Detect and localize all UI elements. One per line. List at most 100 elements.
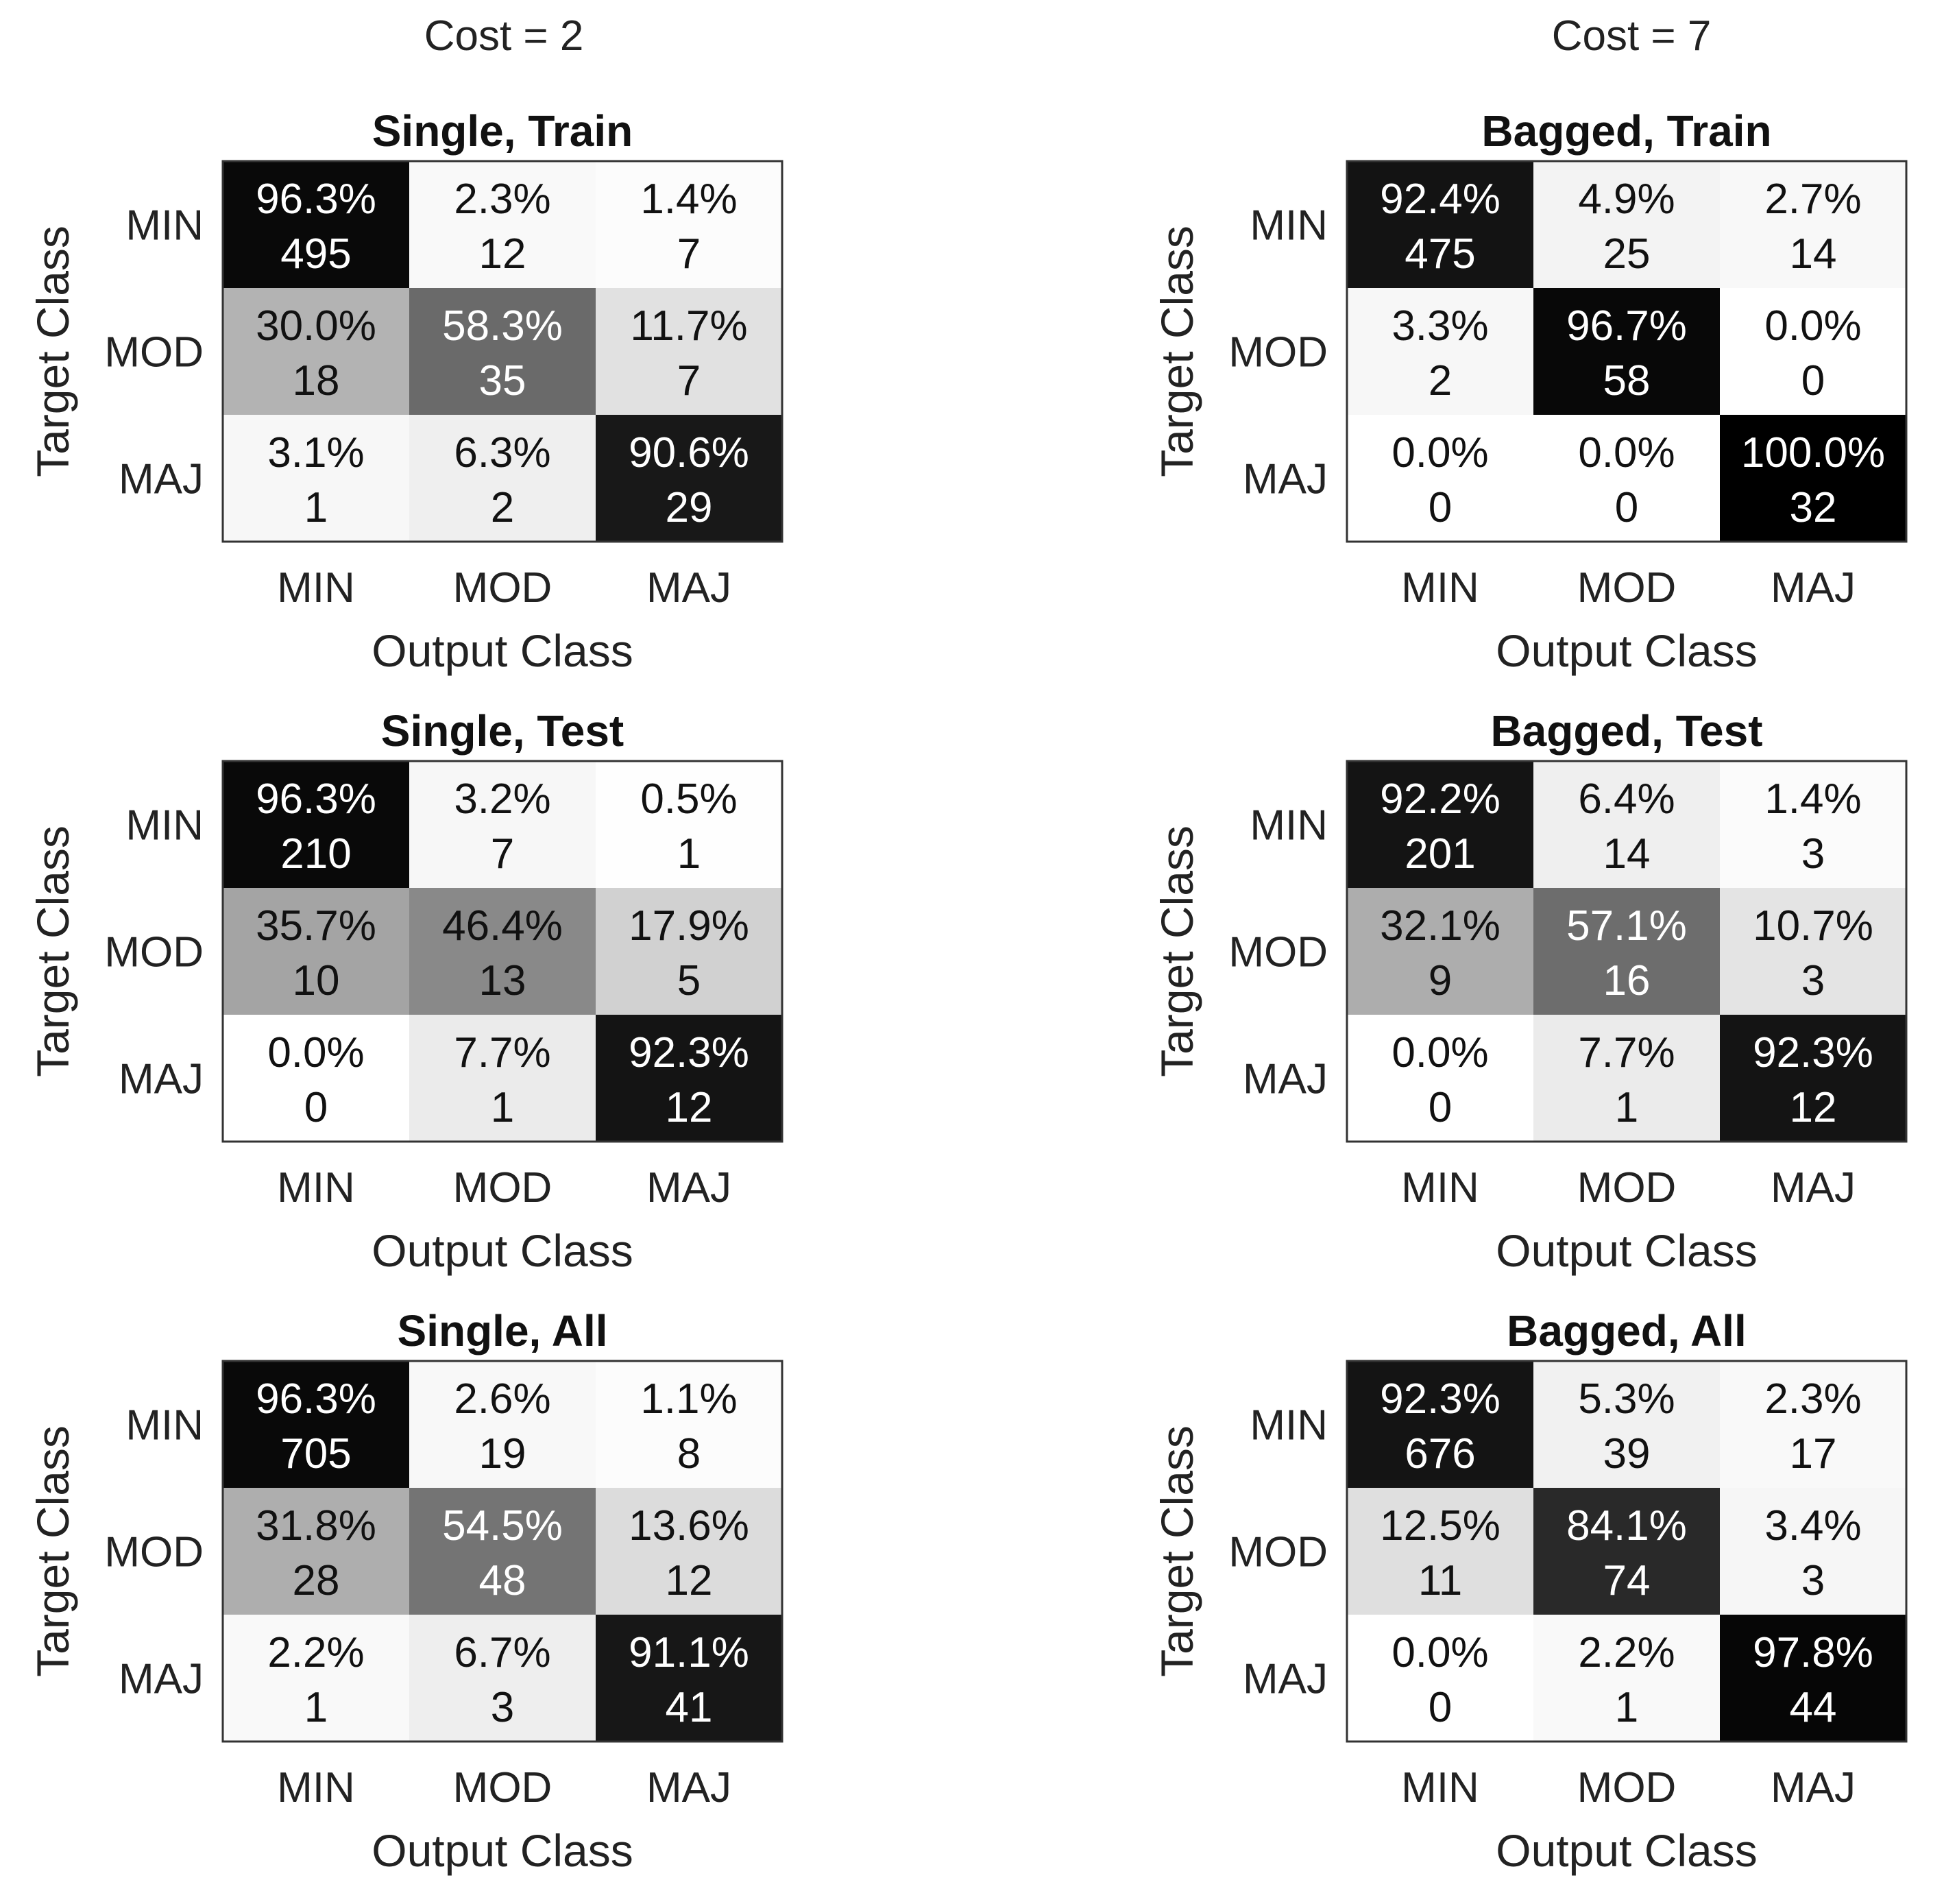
cell-count: 12 xyxy=(479,230,526,278)
row-tick-min: MIN xyxy=(125,202,204,250)
row-tick-min: MIN xyxy=(1250,1402,1328,1449)
cell-shade xyxy=(409,888,596,1015)
cell-count: 39 xyxy=(1603,1430,1651,1478)
col-tick-min: MIN xyxy=(277,1764,355,1811)
col-tick-mod: MOD xyxy=(453,1764,552,1811)
cell-shade xyxy=(1533,1361,1720,1488)
cell-shade xyxy=(223,1615,409,1742)
cell-shade xyxy=(1533,288,1720,415)
panel-title: Single, All xyxy=(398,1306,608,1355)
cell-shade xyxy=(223,415,409,542)
cell-percent: 92.3% xyxy=(1753,1029,1873,1076)
panel-title: Bagged, All xyxy=(1507,1306,1747,1355)
row-tick-mod: MOD xyxy=(104,1529,204,1576)
cell-percent: 0.0% xyxy=(1392,1029,1488,1076)
row-tick-maj: MAJ xyxy=(119,1056,204,1103)
col-tick-maj: MAJ xyxy=(1771,564,1856,612)
matrix-cell: 12.5% 11 xyxy=(1347,1488,1533,1615)
cell-shade xyxy=(223,1015,409,1142)
matrix-cell: 92.3% 12 xyxy=(596,1015,782,1142)
matrix-cell: 2.2% 1 xyxy=(1533,1615,1720,1742)
matrix-cell: 1.4% 7 xyxy=(596,161,782,288)
cell-count: 705 xyxy=(280,1430,351,1478)
cell-percent: 96.3% xyxy=(256,775,376,823)
cell-percent: 32.1% xyxy=(1380,902,1500,950)
x-axis-label: Output Class xyxy=(372,1225,633,1276)
panel-single-test: Single, Test96.3%2103.2%70.5%135.7%1046.… xyxy=(27,706,783,1276)
cell-shade xyxy=(1533,761,1720,888)
cell-shade xyxy=(1347,288,1533,415)
cell-shade xyxy=(1347,415,1533,542)
cell-shade xyxy=(409,1361,596,1488)
matrix-cell: 4.9% 25 xyxy=(1533,161,1720,288)
cell-shade xyxy=(596,1361,782,1488)
cell-count: 1 xyxy=(1615,1684,1638,1731)
cell-count: 475 xyxy=(1405,230,1475,278)
cell-count: 1 xyxy=(304,484,328,531)
col-tick-min: MIN xyxy=(1401,564,1479,612)
cell-shade xyxy=(409,415,596,542)
cell-percent: 92.2% xyxy=(1380,775,1500,823)
matrix-cell: 6.3% 2 xyxy=(409,415,596,542)
cell-count: 0 xyxy=(1429,484,1452,531)
matrix-cell: 3.3% 2 xyxy=(1347,288,1533,415)
cell-percent: 57.1% xyxy=(1566,902,1687,950)
cell-percent: 2.6% xyxy=(454,1375,550,1423)
panel-single-all: Single, All96.3%7052.6%191.1%831.8%2854.… xyxy=(27,1306,783,1876)
cell-count: 0 xyxy=(1429,1084,1452,1131)
panel-bagged-test: Bagged, Test 92.2% 201 6.4% 14 1.4% 3 32.1% 9 57.… xyxy=(1152,706,1908,1276)
cell-shade xyxy=(1720,1615,1906,1742)
row-tick-maj: MAJ xyxy=(119,1656,204,1703)
row-tick-mod: MOD xyxy=(104,329,204,376)
cell-shade xyxy=(1347,1488,1533,1615)
cell-count: 48 xyxy=(479,1557,526,1604)
cell-percent: 6.7% xyxy=(454,1629,550,1676)
col-tick-min: MIN xyxy=(1401,1764,1479,1811)
cell-count: 16 xyxy=(1603,957,1651,1004)
cell-shade xyxy=(409,161,596,288)
x-axis-label: Output Class xyxy=(372,625,633,676)
cell-shade xyxy=(1533,415,1720,542)
cell-count: 0 xyxy=(1429,1684,1452,1731)
cell-shade xyxy=(1720,415,1906,542)
x-axis-label: Output Class xyxy=(372,1825,633,1876)
panel-bagged-train: Bagged, Train 92.4% 475 4.9% 25 2.7% 14 3.3% 2 96… xyxy=(1152,106,1908,676)
cell-shade xyxy=(409,1015,596,1142)
row-tick-maj: MAJ xyxy=(1243,456,1328,503)
cell-percent: 84.1% xyxy=(1566,1502,1687,1550)
cell-percent: 90.6% xyxy=(629,429,749,477)
cell-count: 11 xyxy=(1418,1557,1462,1604)
cell-percent: 4.9% xyxy=(1578,176,1675,223)
cell-shade xyxy=(1720,288,1906,415)
cell-shade xyxy=(1533,1488,1720,1615)
cell-count: 29 xyxy=(666,484,713,531)
cell-count: 1 xyxy=(491,1084,514,1131)
cell-percent: 0.0% xyxy=(1764,302,1861,350)
cell-shade xyxy=(1720,161,1906,288)
x-axis-label: Output Class xyxy=(1496,1225,1758,1276)
y-axis-label: Target Class xyxy=(1152,226,1202,477)
cell-count: 210 xyxy=(280,830,351,878)
cell-count: 3 xyxy=(491,1684,514,1731)
cell-percent: 0.5% xyxy=(640,775,737,823)
cell-count: 5 xyxy=(677,957,701,1004)
x-axis-label: Output Class xyxy=(1496,625,1758,676)
matrix-frame xyxy=(221,760,783,1143)
cell-count: 35 xyxy=(479,357,526,405)
cell-percent: 96.3% xyxy=(256,1375,376,1423)
matrix-cell: 2.3% 12 xyxy=(409,161,596,288)
matrix-cell: 92.4% 475 xyxy=(1347,161,1533,288)
cell-count: 7 xyxy=(491,830,514,878)
matrix-cell: 35.7% 10 xyxy=(223,888,409,1015)
col-tick-mod: MOD xyxy=(453,564,552,612)
cell-percent: 35.7% xyxy=(256,902,376,950)
cell-count: 1 xyxy=(1615,1084,1638,1131)
cell-percent: 92.3% xyxy=(1380,1375,1500,1423)
panel-title: Bagged, Train xyxy=(1481,106,1771,156)
matrix-cell: 11.7% 7 xyxy=(596,288,782,415)
cell-percent: 13.6% xyxy=(629,1502,749,1550)
cell-percent: 92.3% xyxy=(629,1029,749,1076)
cell-percent: 2.3% xyxy=(454,176,550,223)
cell-count: 12 xyxy=(666,1084,713,1131)
